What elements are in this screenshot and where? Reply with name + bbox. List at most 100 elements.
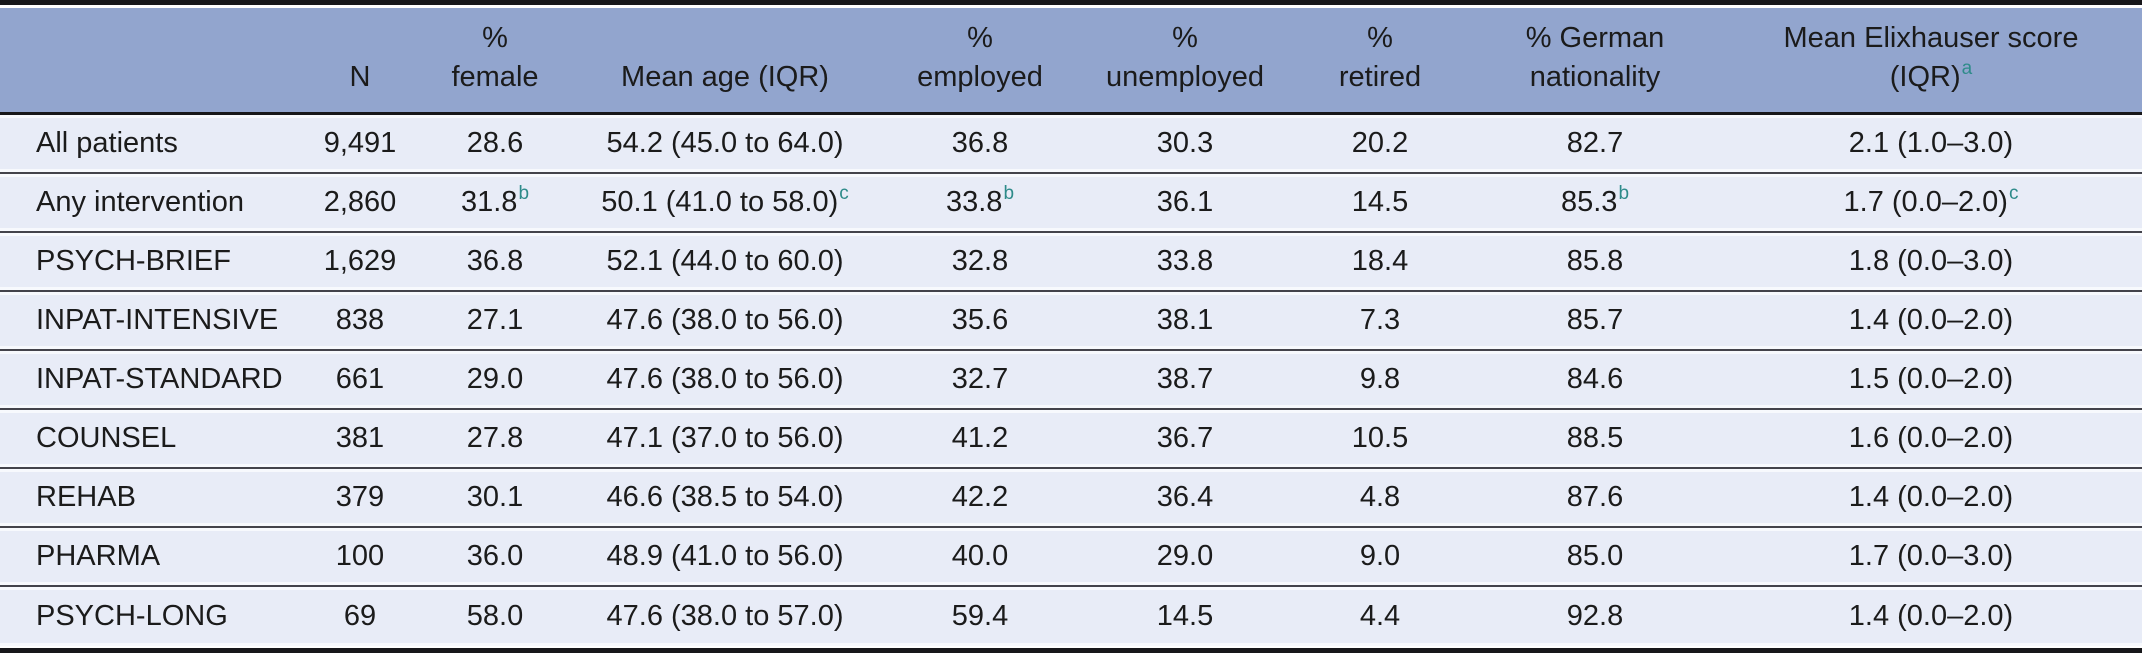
table-cell: 30.3 — [1080, 115, 1290, 174]
table-cell: 85.3b — [1470, 174, 1720, 233]
table-row: COUNSEL 381 27.8 47.1 (37.0 to 56.0) 41.2 36.… — [0, 410, 2142, 469]
table-cell: 29.0 — [1080, 528, 1290, 587]
table-cell: 28.6 — [420, 115, 570, 174]
table-cell: 47.6 (38.0 to 57.0) — [570, 587, 880, 646]
row-label: PHARMA — [0, 528, 300, 587]
table-cell: 100 — [300, 528, 420, 587]
column-header-empty — [0, 8, 300, 115]
row-label: INPAT-INTENSIVE — [0, 292, 300, 351]
table-cell: 1.7 (0.0–3.0) — [1720, 528, 2142, 587]
table-cell: 1.5 (0.0–2.0) — [1720, 351, 2142, 410]
table-cell: 9.8 — [1290, 351, 1470, 410]
table-cell: 379 — [300, 469, 420, 528]
table-cell: 20.2 — [1290, 115, 1470, 174]
patient-characteristics-table: N% female Mean age (IQR)% employed% unemploy… — [0, 8, 2142, 646]
table-cell: 2.1 (1.0–3.0) — [1720, 115, 2142, 174]
footnote-marker: b — [1003, 183, 1015, 204]
table-row: INPAT-STANDARD 661 29.0 47.6 (38.0 to 56.0)… — [0, 351, 2142, 410]
column-header: Mean age (IQR) — [570, 8, 880, 115]
table-cell: 36.1 — [1080, 174, 1290, 233]
footnote-marker: a — [1961, 57, 1973, 79]
row-label: PSYCH-LONG — [0, 587, 300, 646]
table-cell: 85.7 — [1470, 292, 1720, 351]
table-cell: 1.6 (0.0–2.0) — [1720, 410, 2142, 469]
table-cell: 41.2 — [880, 410, 1080, 469]
column-header: % German nationality — [1470, 8, 1720, 115]
table-cell: 54.2 (45.0 to 64.0) — [570, 115, 880, 174]
table-cell: 7.3 — [1290, 292, 1470, 351]
table-row: Any intervention 2,860 31.8b 50.1 (41.0 to … — [0, 174, 2142, 233]
table-cell: 18.4 — [1290, 233, 1470, 292]
table-cell: 4.8 — [1290, 469, 1470, 528]
table-cell: 92.8 — [1470, 587, 1720, 646]
table-cell: 1.4 (0.0–2.0) — [1720, 469, 2142, 528]
table-row: PHARMA 100 36.0 48.9 (41.0 to 56.0) 40.0 29.0… — [0, 528, 2142, 587]
table-cell: 36.7 — [1080, 410, 1290, 469]
table-cell: 46.6 (38.5 to 54.0) — [570, 469, 880, 528]
table-cell: 36.8 — [420, 233, 570, 292]
table-cell: 14.5 — [1290, 174, 1470, 233]
table-cell: 30.1 — [420, 469, 570, 528]
table-row: PSYCH-BRIEF 1,629 36.8 52.1 (44.0 to 60.0) 3… — [0, 233, 2142, 292]
table-cell: 9,491 — [300, 115, 420, 174]
column-header: Mean Elixhauser score (IQR)a — [1720, 8, 2142, 115]
table-cell: 47.1 (37.0 to 56.0) — [570, 410, 880, 469]
column-header: % unemployed — [1080, 8, 1290, 115]
table-cell: 1.8 (0.0–3.0) — [1720, 233, 2142, 292]
table-cell: 38.1 — [1080, 292, 1290, 351]
footnote-marker: b — [518, 183, 530, 204]
table-cell: 1.4 (0.0–2.0) — [1720, 587, 2142, 646]
table-cell: 661 — [300, 351, 420, 410]
table-cell: 42.2 — [880, 469, 1080, 528]
row-label: REHAB — [0, 469, 300, 528]
table-cell: 1,629 — [300, 233, 420, 292]
table-cell: 1.4 (0.0–2.0) — [1720, 292, 2142, 351]
table-cell: 4.4 — [1290, 587, 1470, 646]
row-label: Any intervention — [0, 174, 300, 233]
table-cell: 10.5 — [1290, 410, 1470, 469]
table-cell: 47.6 (38.0 to 56.0) — [570, 292, 880, 351]
table-cell: 50.1 (41.0 to 58.0)c — [570, 174, 880, 233]
table-cell: 838 — [300, 292, 420, 351]
table-header: N% female Mean age (IQR)% employed% unemploy… — [0, 8, 2142, 115]
table-body: All patients 9,491 28.6 54.2 (45.0 to 64.0)… — [0, 115, 2142, 646]
table-bottom-rule — [0, 648, 2142, 653]
table-row: REHAB 379 30.1 46.6 (38.5 to 54.0) 42.2 36.4 4… — [0, 469, 2142, 528]
table-row: All patients 9,491 28.6 54.2 (45.0 to 64.0)… — [0, 115, 2142, 174]
footnote-marker: c — [839, 183, 849, 204]
table-cell: 87.6 — [1470, 469, 1720, 528]
table-cell: 82.7 — [1470, 115, 1720, 174]
table-cell: 84.6 — [1470, 351, 1720, 410]
table-cell: 36.8 — [880, 115, 1080, 174]
table-cell: 88.5 — [1470, 410, 1720, 469]
row-label: INPAT-STANDARD — [0, 351, 300, 410]
column-header: % retired — [1290, 8, 1470, 115]
table-cell: 9.0 — [1290, 528, 1470, 587]
table-cell: 2,860 — [300, 174, 420, 233]
table-cell: 381 — [300, 410, 420, 469]
table-cell: 32.8 — [880, 233, 1080, 292]
table-cell: 47.6 (38.0 to 56.0) — [570, 351, 880, 410]
column-header: % female — [420, 8, 570, 115]
table-cell: 85.8 — [1470, 233, 1720, 292]
table-cell: 69 — [300, 587, 420, 646]
table-cell: 85.0 — [1470, 528, 1720, 587]
table-cell: 36.0 — [420, 528, 570, 587]
table-cell: 14.5 — [1080, 587, 1290, 646]
table-top-rule — [0, 0, 2142, 5]
column-header: % employed — [880, 8, 1080, 115]
header-row: N% female Mean age (IQR)% employed% unemploy… — [0, 8, 2142, 115]
table-cell: 35.6 — [880, 292, 1080, 351]
row-label: PSYCH-BRIEF — [0, 233, 300, 292]
footnote-marker: b — [1618, 183, 1630, 204]
footnote-marker: c — [2008, 183, 2019, 204]
table-cell: 52.1 (44.0 to 60.0) — [570, 233, 880, 292]
table-row: INPAT-INTENSIVE 838 27.1 47.6 (38.0 to 56.0… — [0, 292, 2142, 351]
column-header: N — [300, 8, 420, 115]
table-cell: 29.0 — [420, 351, 570, 410]
table-cell: 32.7 — [880, 351, 1080, 410]
table-cell: 36.4 — [1080, 469, 1290, 528]
table-cell: 38.7 — [1080, 351, 1290, 410]
table-cell: 48.9 (41.0 to 56.0) — [570, 528, 880, 587]
table-cell: 31.8b — [420, 174, 570, 233]
